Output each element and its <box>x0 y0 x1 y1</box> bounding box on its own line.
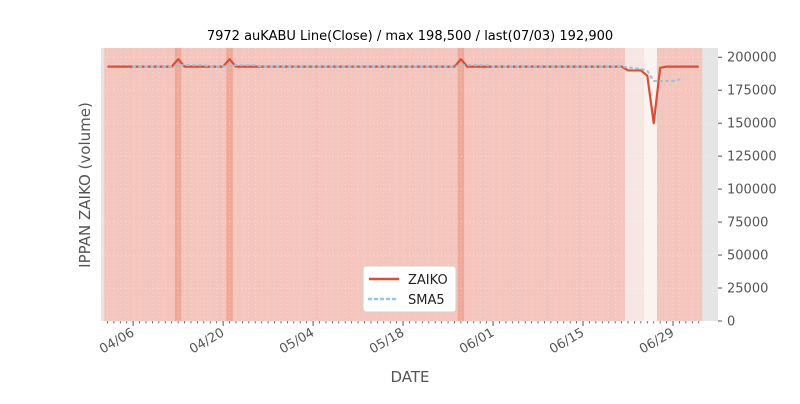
series-line-sma5 <box>132 64 681 82</box>
y-axis-label: IPPAN ZAIKO (volume) <box>76 102 94 268</box>
grid-lines <box>101 48 718 322</box>
chart-title: 7972 auKABU Line(Close) / max 198,500 / … <box>207 29 613 44</box>
y-tick-label: 25000 <box>727 282 768 297</box>
legend-label-sma5: SMA5 <box>408 293 445 308</box>
x-tick-label: 05/04 <box>277 325 317 357</box>
legend: ZAIKO SMA5 <box>362 265 457 313</box>
y-axis: 0 25000 50000 75000 100000 125000 150000 175000… <box>718 51 777 330</box>
x-tick-label: 05/18 <box>367 325 407 357</box>
y-tick-label: 0 <box>727 315 735 330</box>
y-tick-label: 50000 <box>727 249 768 264</box>
x-tick-label: 04/20 <box>187 325 227 357</box>
y-tick-label: 150000 <box>727 117 777 132</box>
x-tick-label: 06/15 <box>547 325 587 357</box>
x-tick-label: 04/06 <box>97 325 137 357</box>
legend-label-zaiko: ZAIKO <box>408 273 448 288</box>
series-layer <box>107 58 699 125</box>
x-tick-label: 06/29 <box>637 325 677 357</box>
x-axis: 04/06 04/20 05/04 05/18 06/01 06/15 06/29 <box>97 321 700 357</box>
x-tick-label: 06/01 <box>457 325 497 357</box>
legend-box <box>362 265 457 313</box>
y-tick-label: 200000 <box>727 51 777 66</box>
x-axis-label: DATE <box>390 368 429 386</box>
y-tick-label: 125000 <box>727 150 777 165</box>
y-tick-label: 75000 <box>727 216 768 231</box>
y-tick-label: 100000 <box>727 183 777 198</box>
y-tick-label: 175000 <box>727 84 777 99</box>
